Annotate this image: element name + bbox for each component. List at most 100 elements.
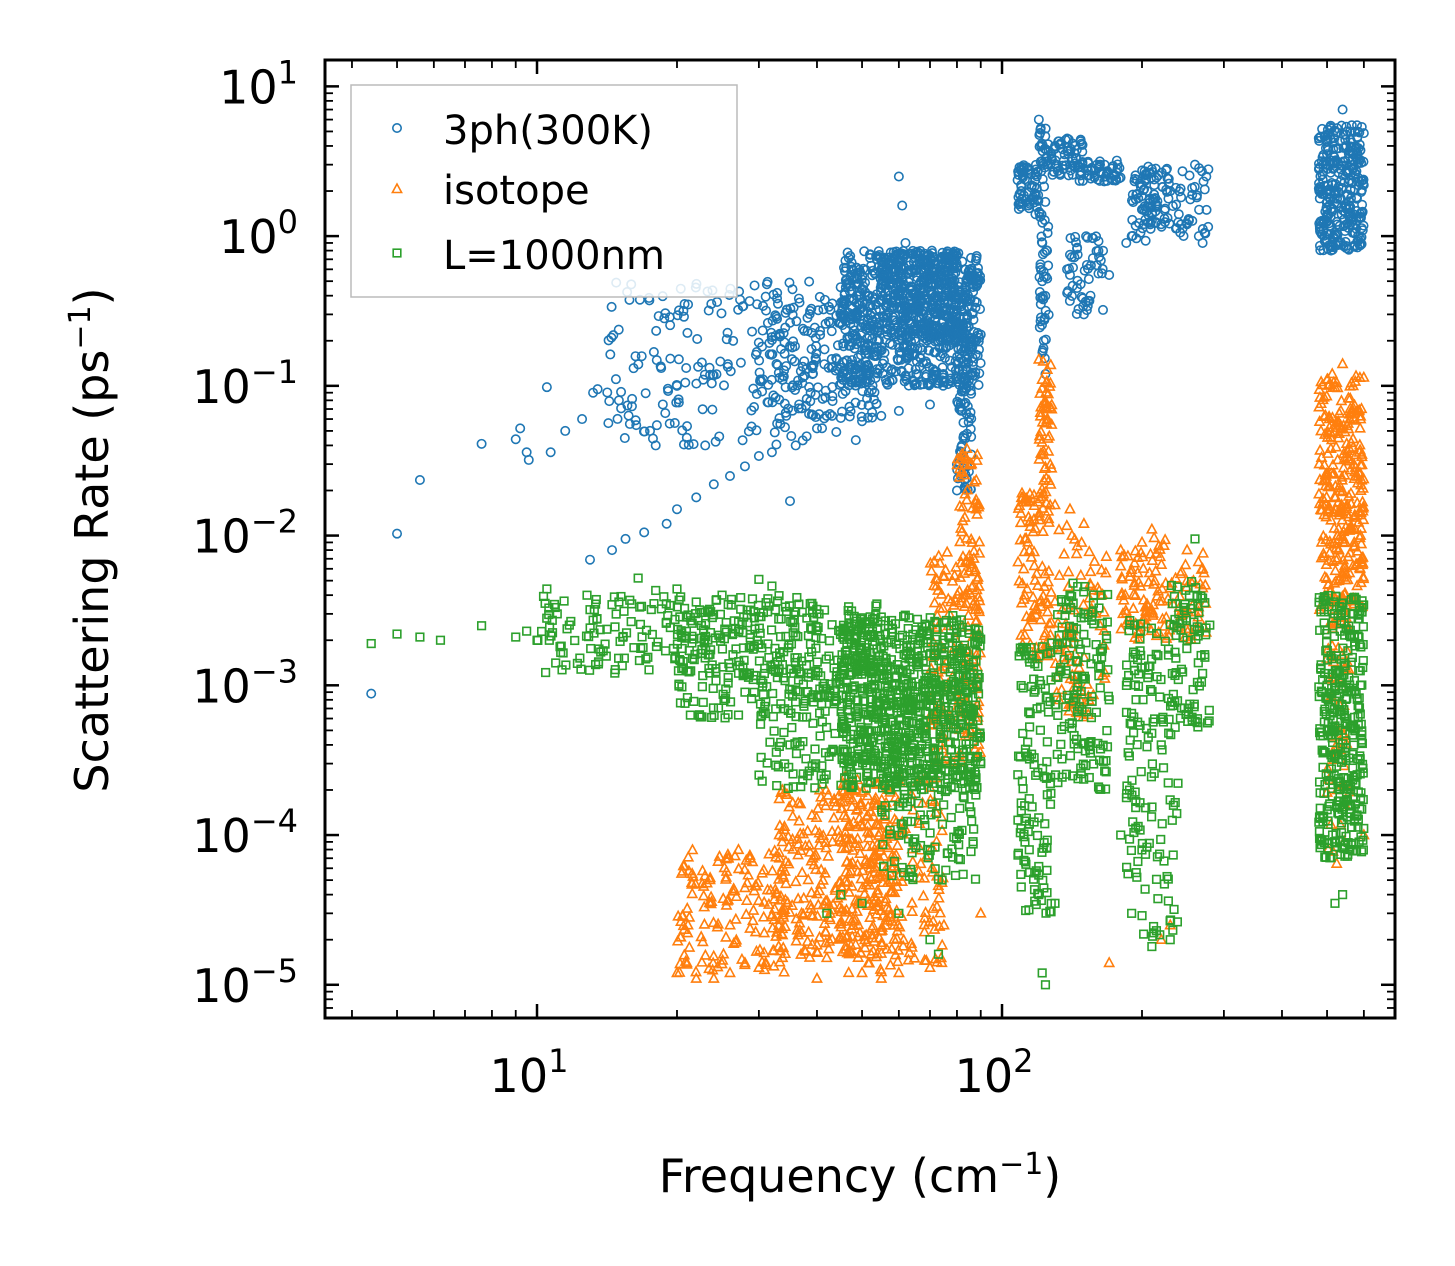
data-point xyxy=(676,864,689,876)
data-point xyxy=(938,369,949,380)
data-point xyxy=(1170,182,1181,193)
data-point xyxy=(885,885,898,897)
data-point xyxy=(776,951,789,963)
data-point xyxy=(876,923,889,935)
data-point xyxy=(674,595,684,605)
data-point xyxy=(1320,389,1333,401)
data-point xyxy=(1323,210,1334,221)
data-point xyxy=(893,920,906,932)
data-point xyxy=(673,965,686,977)
data-point xyxy=(881,334,892,345)
data-point xyxy=(964,628,974,638)
data-point xyxy=(1192,555,1205,567)
data-point xyxy=(1053,523,1065,535)
data-point xyxy=(724,470,735,481)
data-point xyxy=(859,246,870,257)
data-point xyxy=(851,364,862,375)
data-point xyxy=(965,407,976,418)
data-point xyxy=(708,610,719,620)
data-point xyxy=(843,605,853,616)
data-point xyxy=(846,902,858,914)
data-point xyxy=(1043,379,1056,391)
data-point xyxy=(802,925,815,937)
data-point xyxy=(1196,166,1207,177)
data-point xyxy=(845,922,858,934)
data-point xyxy=(690,971,703,983)
data-point xyxy=(1173,209,1184,220)
data-point xyxy=(1156,740,1166,750)
data-point xyxy=(1077,146,1088,157)
data-point xyxy=(932,891,945,903)
data-point xyxy=(908,951,921,963)
data-point xyxy=(771,747,781,757)
data-point xyxy=(696,633,706,643)
data-point xyxy=(707,712,717,722)
data-point xyxy=(1027,525,1040,537)
data-point xyxy=(678,439,689,450)
data-point xyxy=(1127,587,1140,599)
data-point xyxy=(1345,406,1358,418)
data-point xyxy=(748,644,758,654)
data-point xyxy=(939,310,950,321)
data-point xyxy=(865,341,876,352)
data-point xyxy=(787,284,798,295)
data-point xyxy=(840,810,853,822)
data-point xyxy=(1176,192,1187,203)
data-point xyxy=(1355,506,1367,518)
data-point xyxy=(677,425,688,436)
data-point xyxy=(961,583,974,595)
data-point xyxy=(918,277,929,288)
data-point xyxy=(738,671,748,681)
data-point xyxy=(662,383,673,394)
data-point xyxy=(867,315,878,326)
data-point xyxy=(798,775,808,785)
data-point xyxy=(718,380,729,391)
data-point xyxy=(841,274,852,285)
data-point xyxy=(779,647,789,657)
data-point xyxy=(839,841,852,853)
data-point xyxy=(1314,443,1326,455)
data-point xyxy=(948,569,961,581)
data-point xyxy=(756,955,769,967)
data-point xyxy=(1197,237,1208,248)
data-point xyxy=(1348,472,1361,484)
data-point xyxy=(1337,890,1348,900)
data-point xyxy=(1322,499,1335,511)
data-point xyxy=(1059,149,1070,160)
data-point xyxy=(1045,417,1058,429)
data-point xyxy=(933,601,946,613)
data-point xyxy=(1037,448,1050,460)
data-point xyxy=(584,665,595,675)
data-point xyxy=(1087,233,1098,244)
data-point xyxy=(605,349,616,360)
data-point xyxy=(754,611,764,622)
data-point xyxy=(741,876,754,888)
data-point xyxy=(851,858,864,870)
data-point xyxy=(711,920,724,932)
data-point xyxy=(415,632,425,642)
data-point xyxy=(1099,159,1110,170)
data-point xyxy=(803,687,813,697)
data-point xyxy=(1015,596,1028,608)
data-point xyxy=(591,594,601,605)
data-point xyxy=(924,399,935,410)
data-point xyxy=(1094,251,1105,262)
data-point xyxy=(811,971,823,983)
data-point xyxy=(772,672,783,683)
data-point xyxy=(971,507,984,519)
data-point xyxy=(896,874,909,886)
data-point xyxy=(1034,272,1045,283)
data-point xyxy=(1081,259,1092,270)
data-point xyxy=(866,928,879,940)
data-point xyxy=(848,265,859,276)
data-point xyxy=(1179,558,1192,570)
data-point xyxy=(872,327,883,338)
data-point xyxy=(1112,159,1123,170)
data-point xyxy=(826,835,839,847)
data-point xyxy=(1357,175,1368,186)
data-point xyxy=(582,590,592,600)
data-point xyxy=(860,369,871,380)
data-point xyxy=(692,333,703,344)
data-point xyxy=(869,860,881,872)
data-point xyxy=(782,830,795,842)
